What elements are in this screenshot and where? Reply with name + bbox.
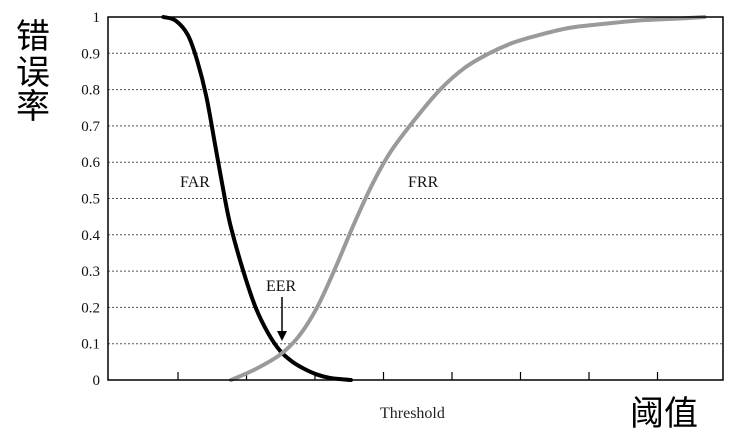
x-axis-title-cn: 阈值 [630, 394, 698, 434]
y-tick-label: 0.8 [81, 83, 100, 99]
grid-lines [108, 52, 723, 345]
eer-label: EER [266, 278, 297, 295]
y-tick-label: 0.9 [81, 46, 100, 62]
series-label-frr: FRR [408, 174, 439, 191]
y-tick-labels: 0 0.1 0.2 0.3 0.4 0.5 0.6 0.7 0.8 0.9 1 [81, 10, 100, 389]
y-tick-label: 0.7 [81, 119, 100, 135]
series-label-far: FAR [180, 174, 210, 191]
x-axis-title: Threshold [380, 405, 445, 422]
eer-arrow [277, 297, 287, 341]
plot-frame [107, 16, 724, 381]
y-tick-label: 0 [93, 373, 101, 389]
y-tick-label: 1 [93, 10, 101, 26]
y-axis-char-3: 率 [16, 87, 50, 127]
y-tick-label: 0.2 [81, 300, 100, 316]
series-lines [161, 15, 707, 382]
y-axis-char-2: 误 [16, 53, 50, 93]
y-tick-label: 0.6 [81, 155, 100, 171]
y-tick-label: 0.4 [81, 228, 100, 244]
y-axis-title-cn: 错 误 率 [16, 17, 50, 127]
series-line-far [161, 15, 353, 382]
series-line-frr [229, 15, 707, 382]
y-tick-label: 0.3 [81, 264, 100, 280]
y-tick-label: 0.5 [81, 192, 100, 208]
y-axis-char-1: 错 [16, 17, 50, 57]
y-tick-label: 0.1 [81, 337, 100, 353]
